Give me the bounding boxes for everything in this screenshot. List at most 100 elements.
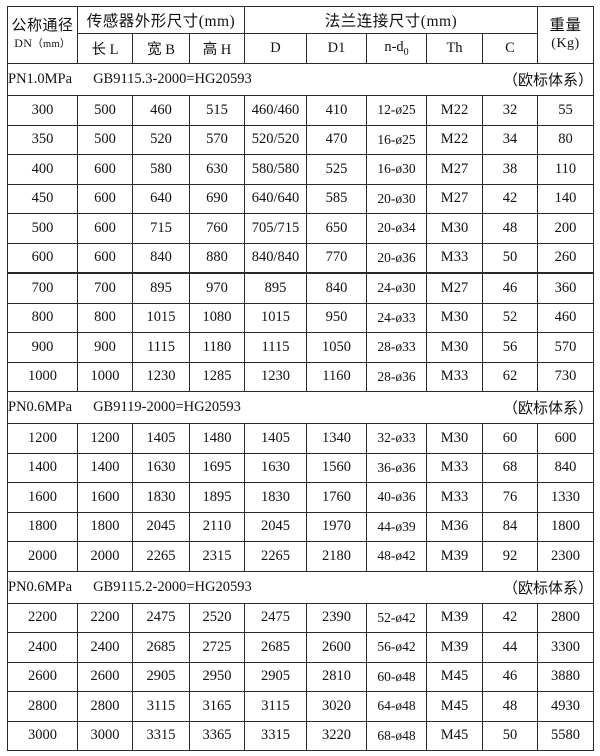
cell-kg: 4930 [537,691,594,722]
cell-d1: 950 [306,302,367,333]
cell-dn: 1800 [7,511,78,542]
section-pressure-rating: PN1.0MPa [8,71,73,87]
cell-b: 3315 [132,720,190,751]
cell-nd0: 36-ø36 [366,452,427,483]
cell-nd0: 24-ø33 [366,302,427,333]
cell-l: 1200 [77,423,133,454]
cell-l: 2400 [77,632,133,663]
cell-c: 76 [482,482,538,513]
cell-d1: 1970 [306,511,367,542]
cell-h: 1895 [189,482,245,513]
header-subcolumn-row: 长 L 宽 B 高 H D D1 n-d0 Th C [8,33,594,64]
cell-d: 705/715 [244,213,307,244]
table-header: 公称通径 DN（mm） 传感器外形尺寸(mm) 法兰连接尺寸(mm) 重量 (K… [7,6,594,64]
header-col-d1: D1 [306,33,367,64]
cell-dn: 1400 [7,452,78,483]
cell-th: M45 [426,661,483,692]
cell-c: 92 [482,541,538,572]
cell-nd0: 20-ø36 [366,242,427,274]
table-body: PN1.0MPa GB9115.3-2000=HG20593 （欧标体系） 300 50… [7,63,594,751]
cell-l: 500 [77,95,133,126]
cell-dn: 2800 [7,691,78,722]
cell-nd0: 20-ø30 [366,183,427,214]
cell-h: 3365 [189,720,245,751]
cell-kg: 3300 [537,632,594,663]
cell-d1: 840 [306,272,367,304]
table-row: 500 600 715 760 705/715 650 20-ø34 M30 48 200 [7,213,594,244]
cell-d1: 1340 [306,423,367,454]
header-col-c: C [482,33,538,64]
cell-c: 38 [482,154,538,185]
cell-th: M45 [426,720,483,751]
cell-dn: 800 [7,302,78,333]
header-weight-unit: (Kg) [551,35,580,51]
table-row: 2400 2400 2685 2725 2685 2600 56-ø42 M39 44 3300 [7,632,594,663]
header-col-d: D [244,33,307,64]
cell-l: 900 [77,332,133,363]
cell-d1: 1560 [306,452,367,483]
cell-th: M39 [426,602,483,633]
cell-c: 50 [482,720,538,751]
cell-dn: 700 [7,272,78,304]
cell-nd0: 32-ø33 [366,423,427,454]
cell-l: 600 [77,242,133,274]
cell-b: 2265 [132,541,190,572]
header-col-height: 高 H [189,33,245,64]
cell-d1: 410 [306,95,367,126]
cell-l: 2600 [77,661,133,692]
cell-nd0: 16-ø25 [366,124,427,155]
cell-c: 34 [482,124,538,155]
cell-c: 62 [482,361,538,392]
section-banner: PN1.0MPa GB9115.3-2000=HG20593 （欧标体系） [7,63,594,96]
cell-c: 46 [482,272,538,304]
table-row: 1000 1000 1230 1285 1230 1160 28-ø36 M33 62 730 [7,361,594,392]
cell-dn: 2600 [7,661,78,692]
cell-d1: 2810 [306,661,367,692]
cell-d: 1830 [244,482,307,513]
cell-kg: 840 [537,452,594,483]
cell-dn: 2000 [7,541,78,572]
cell-h: 2520 [189,602,245,633]
cell-dn: 500 [7,213,78,244]
cell-b: 1830 [132,482,190,513]
cell-d: 2685 [244,632,307,663]
cell-kg: 110 [537,154,594,185]
section-standard-system: （欧标体系） [502,401,593,417]
cell-d1: 525 [306,154,367,185]
cell-b: 1630 [132,452,190,483]
cell-th: M33 [426,482,483,513]
cell-d: 3315 [244,720,307,751]
cell-nd0: 16-ø30 [366,154,427,185]
cell-h: 970 [189,272,245,304]
cell-b: 520 [132,124,190,155]
cell-b: 1015 [132,302,190,333]
cell-b: 2045 [132,511,190,542]
cell-kg: 460 [537,302,594,333]
cell-d1: 1050 [306,332,367,363]
cell-l: 600 [77,213,133,244]
cell-b: 580 [132,154,190,185]
cell-c: 42 [482,183,538,214]
cell-th: M39 [426,541,483,572]
header-group-row: 公称通径 DN（mm） 传感器外形尺寸(mm) 法兰连接尺寸(mm) 重量 (K… [7,6,594,64]
cell-h: 3165 [189,691,245,722]
cell-d1: 2390 [306,602,367,633]
cell-c: 60 [482,423,538,454]
cell-h: 630 [189,154,245,185]
cell-b: 895 [132,272,190,304]
cell-d: 520/520 [244,124,307,155]
cell-dn: 400 [7,154,78,185]
cell-kg: 730 [537,361,594,392]
cell-h: 880 [189,242,245,274]
cell-b: 640 [132,183,190,214]
cell-b: 2685 [132,632,190,663]
cell-d: 2475 [244,602,307,633]
cell-th: M27 [426,272,483,304]
cell-l: 1400 [77,452,133,483]
cell-dn: 1600 [7,482,78,513]
cell-l: 800 [77,302,133,333]
cell-c: 46 [482,661,538,692]
table-row: 1800 1800 2045 2110 2045 1970 44-ø39 M36 84 1800 [7,511,594,542]
cell-l: 1600 [77,482,133,513]
cell-d1: 3020 [306,691,367,722]
